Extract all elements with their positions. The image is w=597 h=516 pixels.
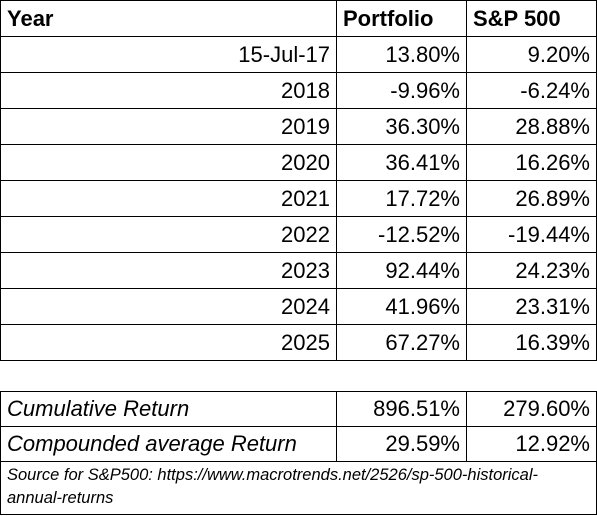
cell-portfolio[interactable]: -9.96% <box>336 72 467 109</box>
cell-year[interactable]: 2024 <box>0 288 337 325</box>
table-row: 2020 36.41% 16.26% <box>0 144 597 181</box>
cell-sp500[interactable]: 16.26% <box>466 144 597 181</box>
cell-sp500[interactable]: 26.89% <box>466 180 597 217</box>
cell-portfolio[interactable]: 13.80% <box>336 36 467 73</box>
returns-table: Year Portfolio S&P 500 15-Jul-17 13.80% … <box>0 0 597 361</box>
cell-portfolio[interactable]: 92.44% <box>336 252 467 289</box>
cell-sp500[interactable]: 23.31% <box>466 288 597 325</box>
cell-summary-label[interactable]: Compounded average Return <box>0 426 337 462</box>
header-sp500[interactable]: S&P 500 <box>466 0 597 37</box>
table-row: 2024 41.96% 23.31% <box>0 288 597 325</box>
table-row: 2019 36.30% 28.88% <box>0 108 597 145</box>
table-row: 2018 -9.96% -6.24% <box>0 72 597 109</box>
cell-portfolio[interactable]: 67.27% <box>336 324 467 361</box>
table-row: 2022 -12.52% -19.44% <box>0 216 597 253</box>
table-row: 2025 67.27% 16.39% <box>0 324 597 361</box>
cell-year[interactable]: 2019 <box>0 108 337 145</box>
cell-year[interactable]: 15-Jul-17 <box>0 36 337 73</box>
header-year[interactable]: Year <box>0 0 337 37</box>
table-row: 2021 17.72% 26.89% <box>0 180 597 217</box>
cell-summary-label[interactable]: Cumulative Return <box>0 391 337 427</box>
cell-summary-sp500[interactable]: 12.92% <box>466 426 597 462</box>
cell-portfolio[interactable]: 41.96% <box>336 288 467 325</box>
cell-sp500[interactable]: 24.23% <box>466 252 597 289</box>
cell-year[interactable]: 2022 <box>0 216 337 253</box>
source-note[interactable]: Source for S&P500: https://www.macrotren… <box>0 461 597 515</box>
cell-sp500[interactable]: 9.20% <box>466 36 597 73</box>
cell-sp500[interactable]: -6.24% <box>466 72 597 109</box>
summary-row-compounded: Compounded average Return 29.59% 12.92% <box>0 426 597 462</box>
cell-year[interactable]: 2023 <box>0 252 337 289</box>
cell-sp500[interactable]: 16.39% <box>466 324 597 361</box>
cell-year[interactable]: 2020 <box>0 144 337 181</box>
source-row: Source for S&P500: https://www.macrotren… <box>0 461 597 515</box>
cell-sp500[interactable]: -19.44% <box>466 216 597 253</box>
cell-sp500[interactable]: 28.88% <box>466 108 597 145</box>
summary-row-cumulative: Cumulative Return 896.51% 279.60% <box>0 391 597 427</box>
cell-year[interactable]: 2025 <box>0 324 337 361</box>
cell-portfolio[interactable]: 17.72% <box>336 180 467 217</box>
header-row: Year Portfolio S&P 500 <box>0 0 597 37</box>
cell-summary-portfolio[interactable]: 896.51% <box>336 391 467 427</box>
cell-portfolio[interactable]: 36.30% <box>336 108 467 145</box>
cell-year[interactable]: 2021 <box>0 180 337 217</box>
summary-table: Cumulative Return 896.51% 279.60% Compou… <box>0 391 597 515</box>
cell-summary-sp500[interactable]: 279.60% <box>466 391 597 427</box>
table-row: 15-Jul-17 13.80% 9.20% <box>0 36 597 73</box>
cell-summary-portfolio[interactable]: 29.59% <box>336 426 467 462</box>
cell-year[interactable]: 2018 <box>0 72 337 109</box>
header-portfolio[interactable]: Portfolio <box>336 0 467 37</box>
table-row: 2023 92.44% 24.23% <box>0 252 597 289</box>
cell-portfolio[interactable]: 36.41% <box>336 144 467 181</box>
cell-portfolio[interactable]: -12.52% <box>336 216 467 253</box>
